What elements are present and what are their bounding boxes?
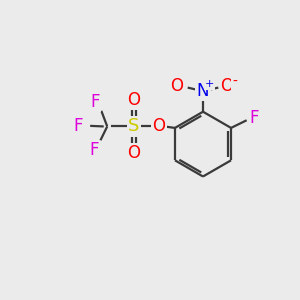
Text: O: O (220, 77, 233, 95)
Text: O: O (127, 91, 140, 109)
Text: N: N (197, 82, 209, 100)
Text: O: O (152, 117, 165, 135)
Text: F: F (90, 93, 100, 111)
Text: O: O (127, 144, 140, 162)
Text: F: F (89, 141, 99, 159)
Text: O: O (171, 77, 184, 95)
Text: +: + (205, 79, 214, 89)
Text: -: - (232, 75, 237, 89)
Text: F: F (249, 109, 259, 127)
Text: S: S (128, 117, 140, 135)
Text: F: F (73, 117, 82, 135)
